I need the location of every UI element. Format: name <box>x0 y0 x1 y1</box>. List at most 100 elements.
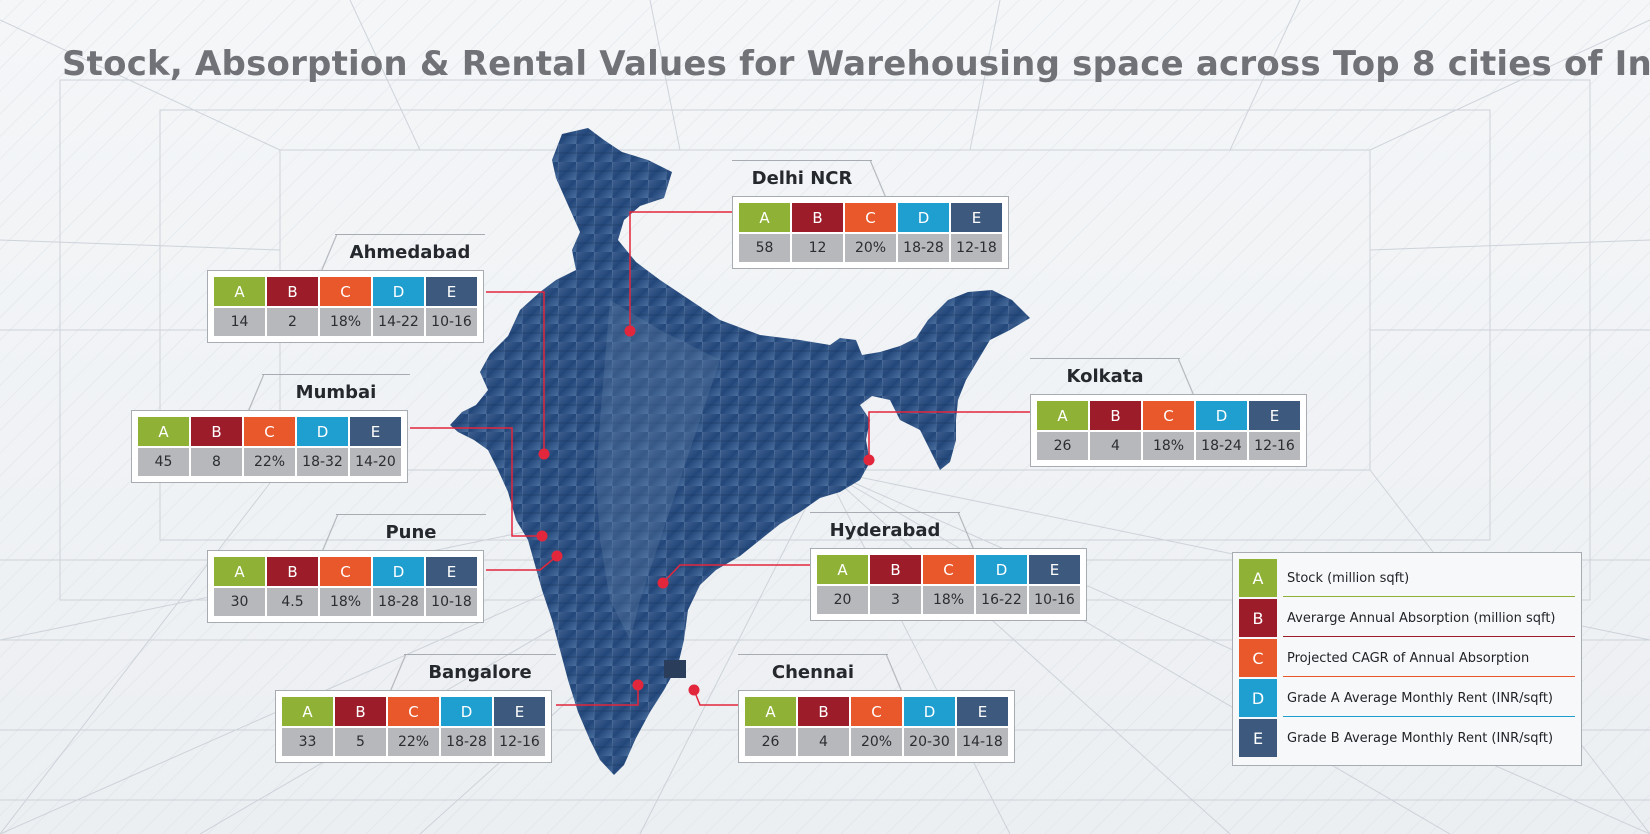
value-cagr: 18% <box>923 586 974 614</box>
legend-divider-a <box>1283 595 1575 597</box>
value-grade-b-rent: 12-18 <box>951 234 1002 262</box>
value-grade-a-rent: 18-28 <box>373 588 424 616</box>
legend-label-a: Stock (million sqft) <box>1287 570 1410 586</box>
infographic-title: Stock, Absorption & Rental Values for Wa… <box>62 44 1650 84</box>
value-grade-b-rent: 14-18 <box>957 728 1008 756</box>
value-absorption: 12 <box>792 234 843 262</box>
header-d: D <box>373 557 424 586</box>
legend-item-d: D Grade A Average Monthly Rent (INR/sqft… <box>1239 679 1575 717</box>
city-table-kolkata: A B C D E 26 4 18% 18-24 12-16 <box>1030 394 1307 467</box>
header-a: A <box>739 203 790 232</box>
header-c: C <box>851 697 902 726</box>
header-a: A <box>1037 401 1088 430</box>
header-a: A <box>817 555 868 584</box>
header-e: E <box>1029 555 1080 584</box>
header-e: E <box>426 277 477 306</box>
header-e: E <box>1249 401 1300 430</box>
header-d: D <box>976 555 1027 584</box>
city-name-delhi-ncr: Delhi NCR <box>732 159 886 198</box>
header-e: E <box>494 697 545 726</box>
value-grade-a-rent: 14-22 <box>373 308 424 336</box>
header-e: E <box>957 697 1008 726</box>
legend-label-e: Grade B Average Monthly Rent (INR/sqft) <box>1287 730 1554 746</box>
value-stock: 30 <box>214 588 265 616</box>
value-grade-a-rent: 18-32 <box>297 448 348 476</box>
city-markers <box>536 325 875 696</box>
legend-item-a: A Stock (million sqft) <box>1239 559 1575 597</box>
value-absorption: 4 <box>798 728 849 756</box>
value-stock: 20 <box>817 586 868 614</box>
value-grade-b-rent: 14-20 <box>350 448 401 476</box>
legend-key-a: A <box>1239 559 1277 597</box>
city-name-mumbai: Mumbai <box>248 373 410 412</box>
value-grade-a-rent: 18-28 <box>898 234 949 262</box>
marker-ahmedabad <box>538 448 550 460</box>
marker-chennai <box>688 684 700 696</box>
value-absorption: 4.5 <box>267 588 318 616</box>
value-cagr: 22% <box>388 728 439 756</box>
header-e: E <box>426 557 477 586</box>
legend-divider-d <box>1283 715 1575 717</box>
value-absorption: 8 <box>191 448 242 476</box>
value-grade-a-rent: 20-30 <box>904 728 955 756</box>
header-c: C <box>1143 401 1194 430</box>
legend-divider-b <box>1283 635 1575 637</box>
header-a: A <box>214 557 265 586</box>
legend-divider-c <box>1283 675 1575 677</box>
legend-label-d: Grade A Average Monthly Rent (INR/sqft) <box>1287 690 1553 706</box>
legend-key-b: B <box>1239 599 1277 637</box>
value-stock: 33 <box>282 728 333 756</box>
india-map <box>450 128 1030 775</box>
city-name-pune: Pune <box>322 513 486 552</box>
header-d: D <box>904 697 955 726</box>
value-grade-a-rent: 18-28 <box>441 728 492 756</box>
value-stock: 45 <box>138 448 189 476</box>
value-absorption: 4 <box>1090 432 1141 460</box>
header-a: A <box>214 277 265 306</box>
header-d: D <box>297 417 348 446</box>
header-b: B <box>1090 401 1141 430</box>
value-cagr: 20% <box>851 728 902 756</box>
header-c: C <box>923 555 974 584</box>
value-grade-b-rent: 12-16 <box>494 728 545 756</box>
connector-lines <box>410 211 1030 706</box>
header-d: D <box>1196 401 1247 430</box>
city-name-chennai: Chennai <box>738 653 902 692</box>
marker-delhi-ncr <box>624 325 636 337</box>
value-absorption: 5 <box>335 728 386 756</box>
value-absorption: 3 <box>870 586 921 614</box>
header-c: C <box>244 417 295 446</box>
value-stock: 58 <box>739 234 790 262</box>
header-a: A <box>745 697 796 726</box>
header-e: E <box>951 203 1002 232</box>
value-cagr: 18% <box>1143 432 1194 460</box>
city-table-delhi-ncr: A B C D E 58 12 20% 18-28 12-18 <box>732 196 1009 269</box>
legend-key-e: E <box>1239 719 1277 757</box>
value-grade-b-rent: 10-18 <box>426 588 477 616</box>
header-b: B <box>267 277 318 306</box>
value-grade-b-rent: 10-16 <box>426 308 477 336</box>
city-table-mumbai: A B C D E 45 8 22% 18-32 14-20 <box>131 410 408 483</box>
city-name-bangalore: Bangalore <box>390 653 556 692</box>
legend-key-c: C <box>1239 639 1277 677</box>
city-table-pune: A B C D E 30 4.5 18% 18-28 10-18 <box>207 550 484 623</box>
city-table-hyderabad: A B C D E 20 3 18% 16-22 10-16 <box>810 548 1087 621</box>
city-name-kolkata: Kolkata <box>1030 357 1194 396</box>
value-cagr: 18% <box>320 308 371 336</box>
marker-hyderabad <box>657 577 669 589</box>
marker-mumbai <box>536 530 548 542</box>
legend-item-b: B Averarge Annual Absorption (million sq… <box>1239 599 1575 637</box>
header-b: B <box>792 203 843 232</box>
header-b: B <box>191 417 242 446</box>
value-absorption: 2 <box>267 308 318 336</box>
city-name-hyderabad: Hyderabad <box>810 511 974 550</box>
header-a: A <box>138 417 189 446</box>
legend-key-d: D <box>1239 679 1277 717</box>
value-grade-b-rent: 10-16 <box>1029 586 1080 614</box>
header-b: B <box>870 555 921 584</box>
legend-item-e: E Grade B Average Monthly Rent (INR/sqft… <box>1239 719 1575 757</box>
value-stock: 26 <box>1037 432 1088 460</box>
city-table-bangalore: A B C D E 33 5 22% 18-28 12-16 <box>275 690 552 763</box>
header-b: B <box>267 557 318 586</box>
